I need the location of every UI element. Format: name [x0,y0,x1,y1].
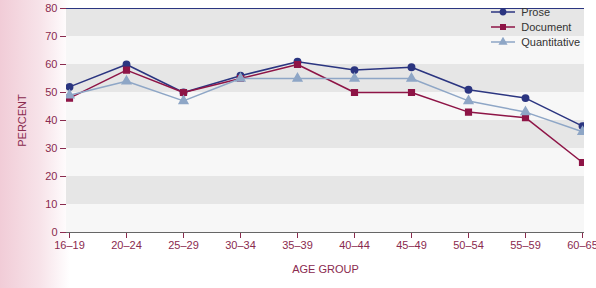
svg-text:20: 20 [45,170,57,182]
svg-text:35–39: 35–39 [282,239,313,251]
svg-text:45–49: 45–49 [396,239,427,251]
svg-text:80: 80 [45,2,57,14]
svg-text:50–54: 50–54 [453,239,484,251]
svg-text:20–24: 20–24 [111,239,142,251]
svg-text:50: 50 [45,86,57,98]
html-text:Prose: Prose [521,5,550,18]
svg-text:70: 70 [45,30,57,42]
svg-text:25–29: 25–29 [168,239,199,251]
html-text:Quantitative: Quantitative [521,35,580,48]
svg-text:30–34: 30–34 [225,239,256,251]
svg-text:40: 40 [45,114,57,126]
svg-text:10: 10 [45,198,57,210]
svg-text:40–44: 40–44 [339,239,370,251]
svg-text:PERCENT: PERCENT [16,94,28,147]
svg-text:30: 30 [45,142,57,154]
svg-text:55–59: 55–59 [510,239,541,251]
svg-text:AGE GROUP: AGE GROUP [292,263,359,275]
html-text:Document: Document [521,20,572,33]
svg-text:0: 0 [51,226,57,238]
svg-text:60: 60 [45,58,57,70]
svg-text:60–65: 60–65 [567,239,596,251]
svg-text:16–19: 16–19 [54,239,85,251]
